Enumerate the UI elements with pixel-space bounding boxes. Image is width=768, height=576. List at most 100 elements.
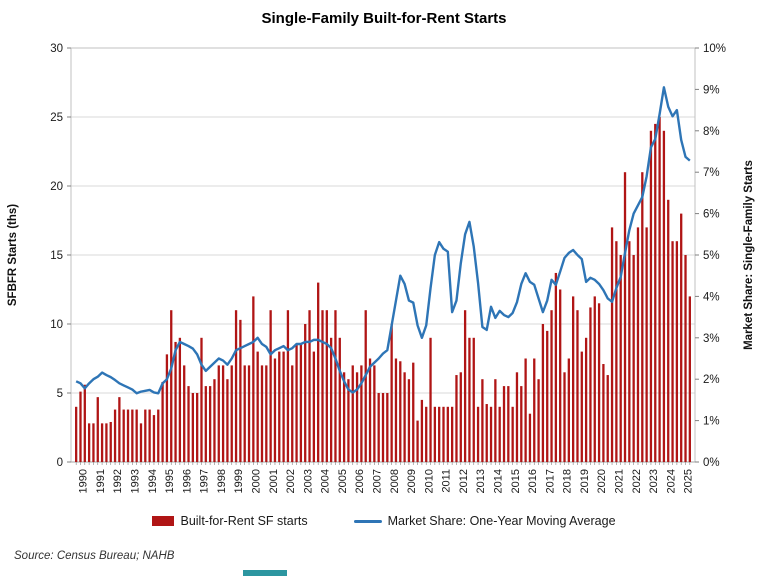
x-axis-year-label: 2011 (441, 469, 453, 493)
left-axis-tick-label: 15 (50, 250, 63, 262)
bar-quarter (196, 393, 199, 462)
bar-quarter (476, 406, 480, 462)
x-axis-year-label: 2018 (562, 469, 574, 493)
bar-quarter (394, 358, 398, 462)
x-axis-year-label: 2007 (372, 469, 384, 493)
bar-quarter (416, 420, 419, 462)
x-axis-year-label: 1996 (181, 469, 193, 493)
bar-quarter (481, 379, 484, 462)
bar-quarter (83, 384, 86, 462)
bar-quarter (554, 272, 558, 462)
bar-quarter (468, 337, 471, 462)
bar-quarter (528, 413, 532, 462)
bar-quarter (576, 310, 579, 462)
bar-quarter (675, 241, 679, 462)
bar-quarter (615, 241, 618, 462)
bar-quarter (282, 351, 285, 462)
right-axis-tick-label: 3% (703, 333, 720, 345)
bar-quarter (243, 365, 246, 462)
bar-quarter (334, 310, 337, 462)
bar-quarter (623, 172, 627, 462)
bar-quarter (131, 409, 134, 462)
bar-quarter (252, 296, 255, 462)
x-axis-year-label: 2021 (614, 469, 626, 493)
bar-quarter (286, 310, 290, 462)
x-axis-year-label: 2020 (596, 469, 608, 493)
bar-quarter (455, 375, 458, 462)
bar-quarter (187, 386, 190, 462)
bar-quarter (295, 344, 298, 462)
bar-quarter (450, 406, 454, 462)
bar-quarter (87, 423, 91, 462)
x-axis-year-label: 2000 (251, 469, 263, 493)
bar-quarter (260, 365, 264, 462)
bar-quarter (347, 379, 350, 462)
bar-quarter (213, 379, 216, 462)
legend-item-line: Market Share: One-Year Moving Average (353, 514, 616, 528)
x-axis-year-label: 2005 (337, 469, 349, 493)
bar-quarter (425, 406, 428, 462)
bar-quarter (636, 227, 640, 462)
right-axis-tick-label: 0% (703, 457, 720, 469)
bar-quarter (351, 365, 354, 462)
bar-quarter (649, 130, 653, 463)
chart-title: Single-Family Built-for-Rent Starts (261, 10, 507, 27)
bar-quarter (109, 421, 112, 462)
bar-quarter (126, 409, 130, 462)
bar-quarter (580, 351, 583, 462)
bar-quarter (584, 337, 588, 462)
bar-quarter (671, 241, 674, 462)
x-axis-year-label: 1993 (130, 469, 142, 493)
bar-quarter (658, 117, 661, 462)
bar-quarter (502, 386, 506, 462)
bar-quarter (105, 423, 108, 462)
bar-quarter (610, 227, 614, 462)
bar-quarter (247, 365, 251, 462)
bar-quarter (597, 303, 601, 462)
bar-quarter (680, 213, 683, 462)
bar-quarter (304, 324, 307, 462)
bar-quarter (494, 379, 497, 462)
bar-quarter (390, 324, 393, 462)
bar-quarter (463, 310, 467, 462)
right-axis-tick-label: 2% (703, 374, 720, 386)
bar-quarter (273, 358, 277, 462)
x-axis-year-label: 2022 (631, 469, 643, 493)
x-axis-year-label: 2023 (648, 469, 660, 493)
bar-quarter (684, 255, 687, 462)
bar-quarter (234, 310, 238, 462)
x-axis-year-label: 2025 (683, 469, 695, 493)
x-axis-year-label: 2009 (406, 469, 418, 493)
x-axis-year-label: 2013 (475, 469, 487, 493)
x-axis-year-label: 2016 (527, 469, 539, 493)
bar-quarter (489, 406, 493, 462)
right-axis-tick-label: 1% (703, 416, 720, 428)
bar-quarter (377, 393, 380, 462)
bar-quarter (256, 351, 259, 462)
bar-quarter (360, 365, 363, 462)
left-axis-tick-label: 30 (50, 43, 63, 55)
bar-quarter (485, 404, 488, 462)
bar-quarter (407, 379, 411, 462)
bar-quarter (299, 344, 303, 462)
x-axis-year-label: 2001 (268, 469, 280, 493)
x-axis-year-label: 2002 (285, 469, 297, 493)
bar-quarter (152, 415, 156, 462)
bar-quarter (567, 358, 570, 462)
bar-quarter (459, 372, 462, 462)
bar-quarter (537, 379, 540, 462)
x-axis-year-label: 1994 (147, 469, 159, 493)
bar-quarter (183, 365, 186, 462)
bar-quarter (563, 372, 566, 462)
x-axis-year-label: 2006 (354, 469, 366, 493)
x-axis-year-label: 2014 (493, 469, 505, 493)
bar-quarter (412, 362, 415, 462)
x-axis-year-label: 2003 (302, 469, 314, 493)
bar-quarter (144, 409, 147, 462)
bar-quarter (368, 358, 372, 462)
bar-quarter (507, 386, 510, 462)
legend: Built-for-Rent SF starts Market Share: O… (0, 514, 768, 528)
right-axis-tick-label: 10% (703, 43, 726, 55)
x-axis-year-label: 1997 (199, 469, 211, 493)
